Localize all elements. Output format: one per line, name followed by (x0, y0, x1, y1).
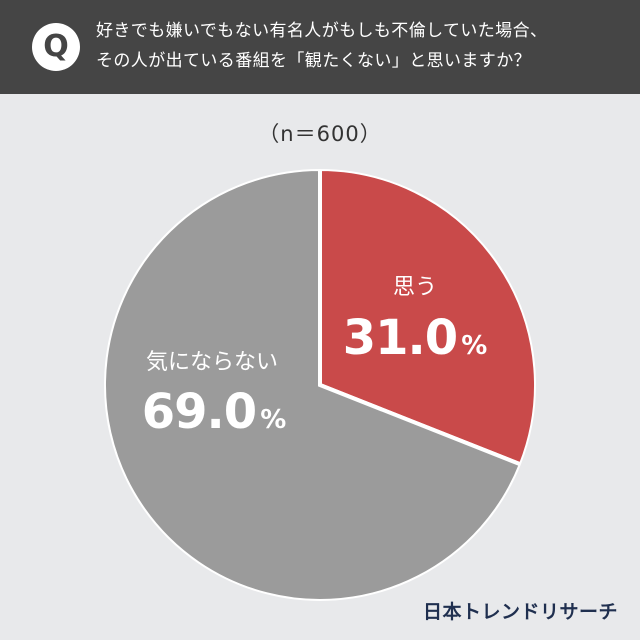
slice-value-kininaranai: 69.0% (142, 384, 287, 440)
slice-value-omou: 31.0% (343, 310, 488, 366)
question-badge-icon: Q (32, 23, 80, 71)
question-line-1: 好きでも嫌いでもない有名人がもしも不倫していた場合、 (96, 21, 548, 41)
slice-label-name-omou: 思う (393, 275, 437, 300)
question-header: Q 好きでも嫌いでもない有名人がもしも不倫していた場合、 その人が出ている番組を… (0, 0, 640, 94)
slice-label-kininaranai: 気にならない 69.0% (142, 350, 287, 440)
slice-value-number-omou: 31.0 (343, 310, 457, 366)
question-text: 好きでも嫌いでもない有名人がもしも不倫していた場合、 その人が出ている番組を「観… (96, 16, 626, 76)
slice-value-unit-omou: % (461, 331, 487, 361)
pie-slices (100, 165, 540, 605)
pie-slice-kininaranai (102, 166, 524, 603)
pie-outline (100, 165, 540, 605)
slice-label-name-kininaranai: 気にならない (146, 350, 278, 375)
slice-label-omou: 思う 31.0% (343, 275, 488, 366)
slice-value-number-kininaranai: 69.0 (142, 384, 256, 440)
pie-slice-omou (318, 166, 538, 468)
brand-logo: 日本トレンドリサーチ (422, 601, 618, 623)
question-line-2: その人が出ている番組を「観たくない」と思いますか？ (96, 51, 531, 71)
slice-value-unit-kininaranai: % (260, 405, 286, 435)
sample-size: （n＝600） (258, 122, 382, 146)
